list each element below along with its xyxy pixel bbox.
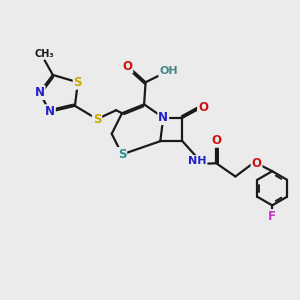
Text: S: S <box>118 148 126 161</box>
Text: O: O <box>252 157 262 170</box>
Text: O: O <box>122 60 132 73</box>
Text: N: N <box>34 86 45 99</box>
Text: S: S <box>93 112 101 126</box>
Text: F: F <box>268 210 276 223</box>
Text: CH₃: CH₃ <box>35 49 54 59</box>
Text: O: O <box>198 101 208 114</box>
Text: NH: NH <box>188 156 206 166</box>
Text: N: N <box>45 105 55 118</box>
Text: NH: NH <box>188 156 206 166</box>
Text: S: S <box>74 76 82 89</box>
Text: OH: OH <box>159 66 178 76</box>
Text: O: O <box>211 134 221 147</box>
Text: N: N <box>158 111 168 124</box>
